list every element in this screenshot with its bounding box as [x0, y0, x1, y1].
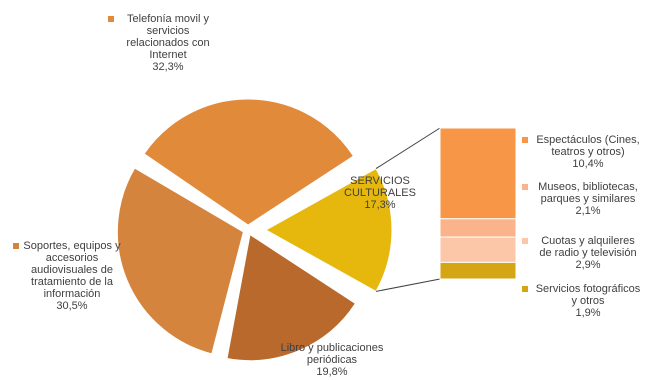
bar-label: Museos, bibliotecas, parques y similares 2… [538, 181, 638, 217]
bar-label-line: Servicios fotográficos [536, 283, 641, 295]
pie-label-line: Libro y publicaciones [281, 342, 384, 354]
legend-marker [522, 137, 528, 143]
pie-slice [116, 167, 244, 355]
bar-label: Cuotas y alquileres de radio y televisión… [539, 235, 636, 271]
pie-label-line: tratamiento de la [31, 276, 114, 288]
legend-marker [276, 345, 282, 351]
bar-label: Espectáculos (Cines, teatros y otros) 10,4… [536, 134, 639, 170]
bar-label-line: teatros y otros) [551, 146, 624, 158]
bar-label-value: 1,9% [575, 307, 600, 319]
legend-marker [522, 238, 528, 244]
pie-label-value: 17,3% [364, 199, 395, 211]
pie-label-line: servicios [147, 25, 190, 37]
pie-slice [226, 233, 357, 362]
bar-label-value: 2,9% [575, 259, 600, 271]
pie-label-value: 19,8% [316, 366, 347, 378]
pie-label-value: 30,5% [56, 300, 87, 312]
pie-label: Soportes, equipos y accesorios audiovisual… [23, 240, 121, 312]
pie-slice [143, 98, 355, 226]
bar-segment [439, 236, 517, 263]
pie-label: Libro y publicaciones periódicas 19,8% [281, 342, 384, 378]
bar-label-line: de radio y televisión [539, 247, 636, 259]
connector-line-top [375, 127, 441, 170]
legend-marker [522, 184, 528, 190]
pie-slice [264, 167, 393, 293]
pie-label-value: 32,3% [152, 61, 183, 73]
pie-label-line: Internet [149, 49, 186, 61]
legend-marker [522, 286, 528, 292]
bar-label-line: parques y similares [541, 193, 636, 205]
pie-label-line: Soportes, equipos y [23, 240, 121, 252]
bar-label-line: y otros [571, 295, 605, 307]
bar-segment [439, 127, 517, 220]
bar-label-value: 2,1% [575, 205, 600, 217]
pie-label-line: Telefonía movil y [127, 13, 209, 25]
connector-line-bottom [375, 278, 441, 292]
pie-label: Telefonía movil y servicios relacionados c… [126, 13, 209, 73]
pie-label-line: CULTURALES [344, 187, 416, 199]
pie-label-line: accesorios [46, 252, 99, 264]
bar-label-line: Espectáculos (Cines, [536, 134, 639, 146]
bar-segment [439, 218, 517, 238]
bar-label-line: Cuotas y alquileres [541, 235, 635, 247]
pie-label-line: información [44, 288, 101, 300]
bar-label: Servicios fotográficos y otros 1,9% [536, 283, 641, 319]
bar-segment [439, 261, 517, 280]
pie-label-line: audiovisuales de [31, 264, 113, 276]
bar-label-value: 10,4% [572, 158, 603, 170]
pie-label-line: periódicas [307, 354, 358, 366]
legend-marker [13, 243, 19, 249]
bar-label-line: Museos, bibliotecas, [538, 181, 638, 193]
legend-marker [108, 16, 114, 22]
pie-label-line: relacionados con [126, 37, 209, 49]
pie-label: SERVICIOS CULTURALES 17,3% [344, 175, 416, 211]
pie-label-line: SERVICIOS [350, 175, 410, 187]
